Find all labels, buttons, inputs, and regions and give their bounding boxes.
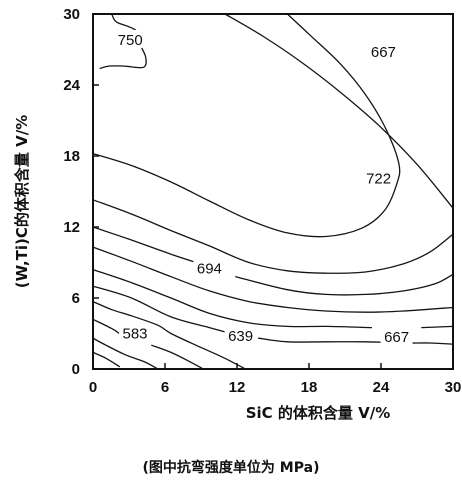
x-tick-label: 12	[229, 379, 246, 396]
y-axis-title: (W,Ti)C的体积含量 V/%	[13, 115, 31, 288]
contour-line-667	[224, 13, 454, 209]
contour-label: 583	[122, 326, 147, 343]
contour-line-583	[92, 318, 121, 335]
contour-label-bg	[193, 258, 226, 277]
contour-line	[92, 246, 454, 313]
contour-label-bg	[367, 41, 400, 60]
contour-labels: 750 667 722 694 583 639 667	[114, 30, 413, 346]
y-tick-label: 6	[72, 290, 80, 307]
contour-label: 667	[371, 44, 396, 61]
contour-lines	[92, 13, 454, 370]
plot-frame	[92, 13, 454, 370]
contour-line-694	[92, 226, 197, 264]
contour-line-750	[99, 14, 147, 70]
contour-line	[92, 285, 227, 333]
figure-caption: (图中抗弯强度单位为 MPa)	[142, 460, 320, 476]
contour-label: 667	[384, 329, 409, 346]
contour-line-667	[421, 325, 454, 329]
y-tick-label: 0	[72, 361, 80, 378]
y-tick-label: 30	[63, 6, 80, 23]
contour-label: 639	[228, 328, 253, 345]
x-tick-label: 18	[301, 379, 318, 396]
contour-line	[92, 351, 121, 368]
x-tick-label: 24	[373, 379, 390, 396]
contour-label-bg	[362, 168, 395, 187]
contour-line	[92, 268, 373, 329]
contour-line-639	[257, 337, 454, 345]
contour-line	[92, 300, 247, 370]
x-axis-title: SiC 的体积含量 V/%	[246, 404, 391, 422]
contour-line-722	[92, 13, 401, 238]
contour-label: 750	[118, 32, 143, 49]
y-tick-label: 18	[63, 148, 80, 165]
contour-label-bg	[119, 323, 151, 342]
contour-line	[92, 199, 454, 274]
axis-ticks: 0 6 12 18 24 30 0 6 12 18 24 30	[63, 6, 461, 396]
x-tick-label: 0	[89, 379, 97, 396]
x-tick-label: 30	[445, 379, 462, 396]
contour-label-bg	[224, 325, 257, 344]
contour-line-694	[235, 273, 454, 296]
contour-line-583	[151, 344, 205, 370]
x-tick-label: 6	[161, 379, 169, 396]
contour-line	[92, 337, 159, 370]
contour-label: 722	[366, 170, 391, 187]
y-tick-label: 12	[63, 219, 80, 236]
contour-label-bg	[114, 30, 147, 49]
contour-label-bg	[380, 327, 413, 346]
y-tick-label: 24	[63, 77, 80, 94]
contour-label: 694	[197, 260, 222, 277]
